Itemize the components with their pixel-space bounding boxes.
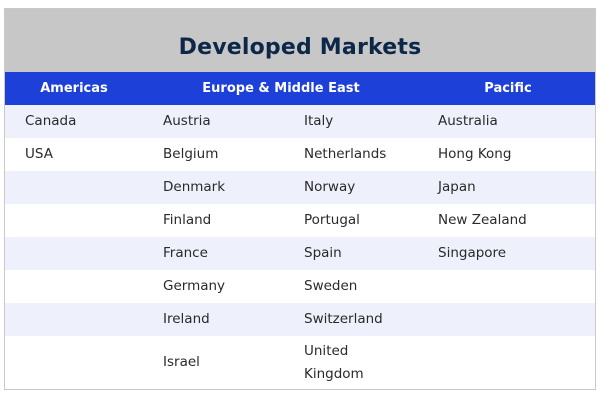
europe-cell: Denmark	[163, 179, 226, 195]
pacific-cell: Japan	[438, 179, 476, 195]
europe-cell: Ireland	[163, 311, 210, 327]
table-row: USA Belgium Netherlands Hong Kong	[5, 138, 595, 171]
pacific-cell: Hong Kong	[438, 146, 512, 162]
markets-table: Developed Markets Americas Europe & Midd…	[4, 8, 596, 390]
title-band: Developed Markets	[5, 9, 595, 72]
table-row: Germany Sweden	[5, 270, 595, 303]
europe-cell: France	[163, 245, 208, 261]
europe-cell: Switzerland	[304, 311, 383, 327]
europe-cell: Sweden	[304, 278, 358, 294]
europe-cell: Italy	[304, 113, 334, 129]
europe-cell: Finland	[163, 212, 212, 228]
europe-cell: Belgium	[163, 146, 219, 162]
europe-cell: United Kingdom	[304, 343, 364, 382]
europe-cell: Germany	[163, 278, 226, 294]
europe-cell: Spain	[304, 245, 342, 261]
pacific-cell: Singapore	[438, 245, 507, 261]
header-americas: Americas	[40, 81, 108, 96]
americas-cell: USA	[25, 146, 53, 162]
table-title: Developed Markets	[178, 35, 422, 60]
americas-cell: Canada	[25, 113, 77, 129]
europe-cell: Austria	[163, 113, 211, 129]
header-pacific: Pacific	[484, 81, 532, 96]
table-row: Israel United Kingdom	[5, 336, 595, 389]
header-europe-middle-east: Europe & Middle East	[202, 81, 360, 96]
table-row: Ireland Switzerland	[5, 303, 595, 336]
europe-cell: Norway	[304, 179, 356, 195]
europe-cell: Israel	[163, 354, 200, 370]
table-row: Finland Portugal New Zealand	[5, 204, 595, 237]
table-row: Denmark Norway Japan	[5, 171, 595, 204]
table-row: Canada Austria Italy Australia	[5, 105, 595, 138]
pacific-cell: Australia	[438, 113, 498, 129]
column-header-row: Americas Europe & Middle East Pacific	[5, 72, 595, 105]
europe-cell: Netherlands	[304, 146, 387, 162]
pacific-cell: New Zealand	[438, 212, 527, 228]
table-row: France Spain Singapore	[5, 237, 595, 270]
europe-cell: Portugal	[304, 212, 360, 228]
